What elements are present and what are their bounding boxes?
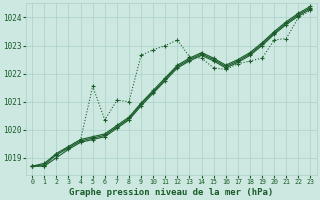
X-axis label: Graphe pression niveau de la mer (hPa): Graphe pression niveau de la mer (hPa) xyxy=(69,188,274,197)
